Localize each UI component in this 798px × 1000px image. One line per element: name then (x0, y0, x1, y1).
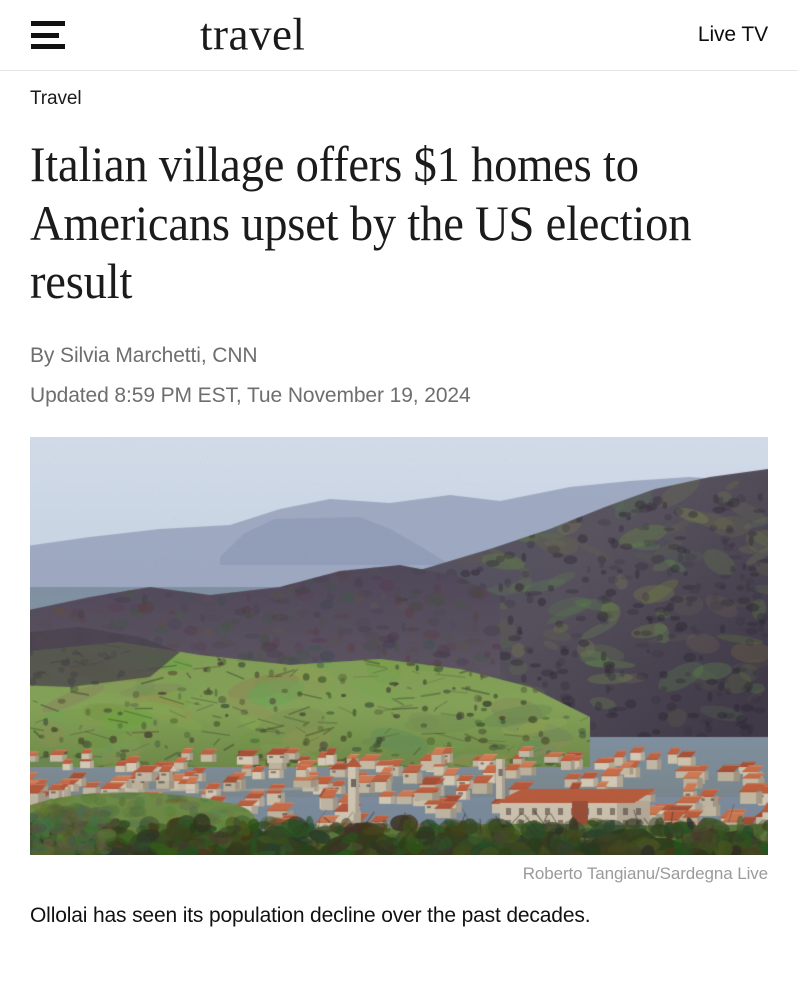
article-image (30, 436, 768, 855)
article-body: Travel Italian village offers $1 homes t… (0, 71, 798, 928)
hamburger-bar-top (31, 21, 65, 26)
image-caption: Ollolai has seen its population decline … (30, 903, 591, 927)
hamburger-bar-middle (31, 32, 59, 38)
breadcrumb[interactable]: Travel (30, 88, 82, 109)
village-photo-canvas (30, 436, 768, 855)
page-title: Italian village offers $1 homes to Ameri… (30, 136, 692, 309)
site-header: travel Live TV (0, 0, 798, 71)
image-credit: Roberto Tangianu/Sardegna Live (522, 863, 768, 883)
byline: By Silvia Marchetti, CNN (30, 343, 258, 367)
live-tv-link[interactable]: Live TV (697, 23, 768, 46)
brand-logo[interactable]: travel (200, 9, 306, 60)
updated-timestamp: Updated 8:59 PM EST, Tue November 19, 20… (30, 383, 471, 407)
hamburger-bar-bottom (31, 44, 65, 49)
article-figure: Roberto Tangianu/Sardegna Live Ollolai h… (30, 436, 768, 928)
hamburger-menu-icon[interactable] (31, 21, 65, 49)
